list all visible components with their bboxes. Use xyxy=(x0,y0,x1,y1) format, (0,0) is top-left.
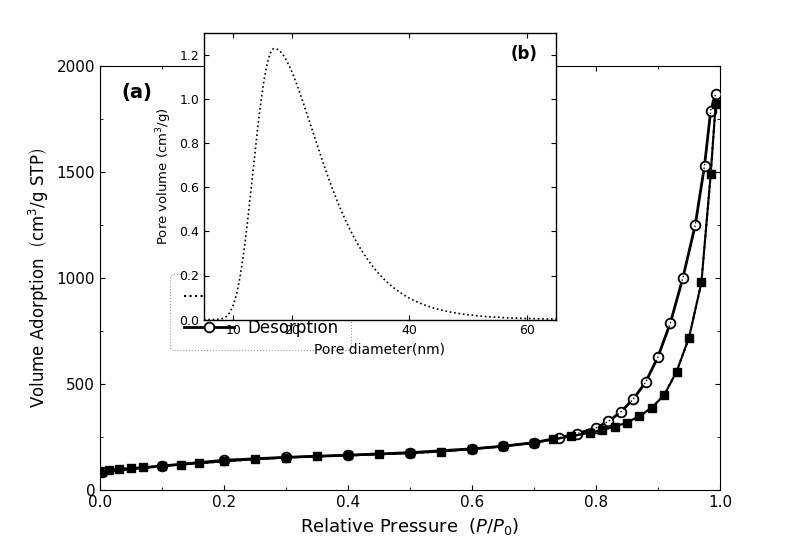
X-axis label: Relative Pressure  $\left(\mathit{P/P_0}\right)$: Relative Pressure $\left(\mathit{P/P_0}\… xyxy=(300,516,520,537)
Y-axis label: Volume Adorption  $\left(\mathregular{cm^3/g\ STP}\right)$: Volume Adorption $\left(\mathregular{cm^… xyxy=(27,148,51,408)
Text: (b): (b) xyxy=(510,45,537,62)
Legend: Adsorption, Desorption: Adsorption, Desorption xyxy=(170,274,351,350)
Y-axis label: Pore volume ($\mathregular{cm^3/g}$): Pore volume ($\mathregular{cm^3/g}$) xyxy=(154,107,174,245)
X-axis label: Pore diameter(nm): Pore diameter(nm) xyxy=(314,343,446,357)
Text: (a): (a) xyxy=(122,83,153,102)
